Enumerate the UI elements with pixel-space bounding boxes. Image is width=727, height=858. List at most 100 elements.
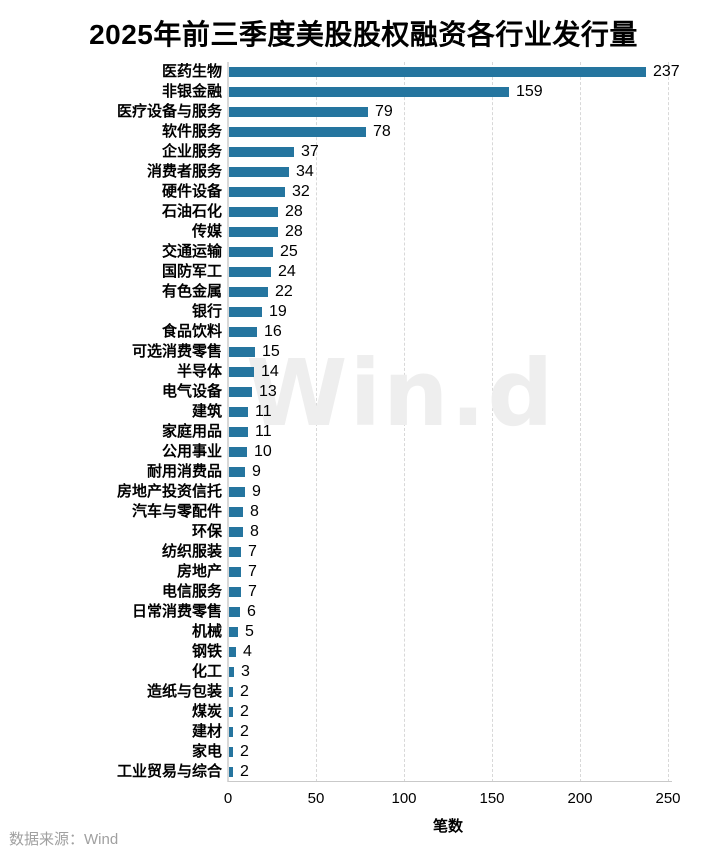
x-tick: 0 [223,790,233,807]
value-label: 2 [240,703,249,720]
category-label: 企业服务 [161,143,222,160]
value-label: 78 [373,123,391,140]
category-label: 环保 [191,523,222,540]
x-tick: 50 [307,790,325,807]
value-label: 10 [254,443,272,460]
category-label: 硬件设备 [161,183,222,200]
bar [229,227,278,237]
bar [229,707,233,717]
value-label: 28 [285,203,303,220]
category-label: 房地产投资信托 [116,483,222,500]
wind-watermark: Win.d [246,340,556,447]
category-label: 汽车与零配件 [131,503,222,520]
bar [229,287,268,297]
bar [229,87,509,97]
x-axis-line [228,781,672,782]
gridline-100 [404,62,405,782]
value-label: 32 [292,183,310,200]
chart-title: 2025年前三季度美股股权融资各行业发行量 [89,19,638,50]
category-label: 家庭用品 [161,423,222,440]
bar [229,207,278,217]
value-label: 2 [240,763,249,780]
value-label: 2 [240,743,249,760]
bar [229,487,245,497]
category-label: 医药生物 [161,63,222,80]
category-label: 非银金融 [161,83,222,100]
category-label: 纺织服装 [161,543,222,560]
x-tick: 250 [655,790,681,807]
value-label: 2 [240,683,249,700]
bar [229,167,289,177]
value-label: 15 [262,343,280,360]
x-tick: 200 [567,790,593,807]
bar [229,587,241,597]
category-label: 食品饮料 [161,323,222,340]
value-label: 14 [261,363,279,380]
category-label: 电气设备 [161,383,222,400]
bar [229,547,241,557]
category-label: 耐用消费品 [146,463,222,480]
value-label: 6 [247,603,256,620]
category-label: 造纸与包装 [146,683,222,700]
bar [229,747,233,757]
category-label: 交通运输 [161,243,222,260]
bar [229,687,233,697]
bar [229,507,243,517]
category-label: 银行 [191,303,222,320]
bar [229,147,294,157]
value-label: 19 [269,303,287,320]
value-label: 11 [255,423,272,440]
value-label: 237 [653,63,680,80]
bar [229,767,233,777]
bar [229,347,255,357]
category-label: 家电 [191,743,222,760]
category-label: 房地产 [176,563,222,580]
value-label: 22 [275,283,293,300]
category-label: 建材 [191,723,222,740]
bar [229,307,262,317]
bar [229,127,366,137]
category-label: 建筑 [191,403,222,420]
value-label: 13 [259,383,277,400]
bar [229,447,247,457]
category-label: 机械 [191,623,222,640]
value-label: 11 [255,403,272,420]
x-axis-label: 笔数 [432,818,463,835]
bar [229,387,252,397]
category-label: 传媒 [191,223,222,240]
value-label: 9 [252,463,261,480]
y-axis-line [227,62,229,782]
category-label: 日常消费零售 [131,603,222,620]
value-label: 2 [240,723,249,740]
category-label: 医疗设备与服务 [116,103,222,120]
category-label: 公用事业 [161,443,222,460]
bar [229,267,271,277]
source-note: 数据来源：Wind [9,831,119,848]
value-label: 24 [278,263,296,280]
value-label: 28 [285,223,303,240]
category-label: 国防军工 [161,263,222,280]
category-label: 钢铁 [191,643,222,660]
gridline-200 [580,62,581,782]
bar [229,727,233,737]
gridline-250 [668,62,669,782]
category-label: 软件服务 [161,123,222,140]
category-label: 有色金属 [161,283,222,300]
category-label: 石油石化 [161,203,222,220]
value-label: 7 [248,583,257,600]
bar [229,67,646,77]
value-label: 16 [264,323,282,340]
gridline-50 [316,62,317,782]
value-label: 7 [248,543,257,560]
value-label: 4 [243,643,252,660]
bar [229,567,241,577]
bar [229,247,273,257]
bar [229,327,257,337]
bar [229,427,248,437]
value-label: 8 [250,503,259,520]
value-label: 8 [250,523,259,540]
category-label: 煤炭 [191,703,222,720]
bar [229,367,254,377]
category-label: 工业贸易与综合 [116,763,222,780]
